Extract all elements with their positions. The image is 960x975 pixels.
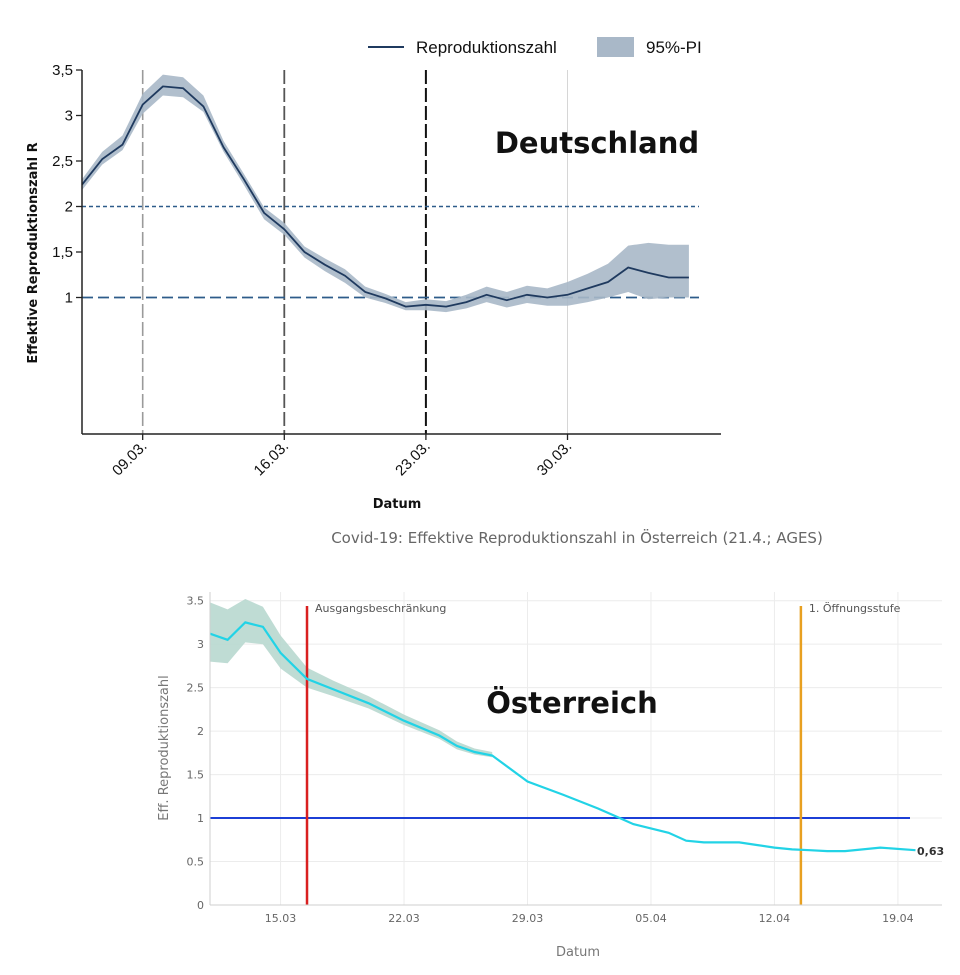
austria-x-tick-label: 29.03: [512, 912, 544, 925]
austria-panel-title: Österreich: [486, 686, 658, 720]
germany-y-tick-label: 1,5: [52, 244, 73, 261]
austria-x-tick-label: 19.04: [882, 912, 914, 925]
austria-end-value-label: 0,63: [917, 845, 944, 858]
germany-y-tick-label: 1: [65, 290, 73, 307]
germany-y-tick-label: 3: [65, 108, 73, 125]
austria-y-tick-label: 1: [197, 812, 204, 825]
austria-x-axis-label: Datum: [556, 945, 600, 960]
germany-x-tick-label: 16.03.: [251, 438, 293, 480]
austria-tick-labels: 0 0.5 1 1.5 2 2.5 3 3.5 15.03 22.03 29.03 05.04 12.0…: [187, 595, 945, 925]
austria-x-tick-label: 15.03: [265, 912, 297, 925]
germany-axes: [76, 69, 721, 440]
germany-x-tick-label: 23.03.: [392, 438, 434, 480]
austria-y-tick-label: 2: [197, 725, 204, 738]
germany-grid: [82, 70, 699, 434]
germany-chart: 1 1,5 2 2,5 3 3,5 09.03. 16.03. 23.03. 30.03. Deu…: [26, 37, 721, 512]
austria-confidence-band: [210, 599, 493, 758]
germany-x-axis-label: Datum: [373, 497, 422, 512]
germany-x-tick-label: 30.03.: [534, 438, 576, 480]
germany-legend: Reproduktionszahl 95%-PI: [368, 37, 702, 57]
austria-x-tick-label: 22.03: [388, 912, 420, 925]
austria-y-tick-label: 3.5: [187, 595, 205, 608]
germany-y-tick-label: 2: [65, 199, 73, 216]
austria-interval-band: [210, 599, 493, 758]
austria-series: [209, 606, 916, 905]
germany-x-tick-label: 09.03.: [109, 438, 151, 480]
germany-reproduction-line: [81, 85, 689, 308]
germany-interval-band: [82, 74, 689, 313]
germany-y-axis-label: Effektive Reproduktionszahl R: [26, 142, 41, 363]
legend-band-swatch: [597, 37, 634, 57]
legend-line-label: Reproduktionszahl: [416, 38, 557, 57]
austria-y-tick-label: 2.5: [187, 682, 205, 695]
austria-y-axis-label: Eff. Reproduktionszahl: [157, 675, 172, 820]
germany-y-tick-label: 2,5: [52, 153, 73, 170]
austria-axes: [209, 592, 942, 906]
austria-reproduction-line: [209, 621, 916, 853]
austria-opening-annotation: 1. Öffnungsstufe: [809, 602, 901, 615]
austria-y-tick-label: 0.5: [187, 856, 205, 869]
germany-95pi-band: [82, 74, 689, 313]
germany-y-tick-label: 3,5: [52, 62, 73, 79]
austria-chart-title: Covid-19: Effektive Reproduktionszahl in…: [331, 528, 823, 547]
austria-chart: 0 0.5 1 1.5 2 2.5 3 3.5 15.03 22.03 29.03 05.04 12.0…: [157, 592, 944, 960]
legend-band-label: 95%-PI: [646, 38, 702, 57]
austria-x-tick-label: 05.04: [635, 912, 667, 925]
austria-x-tick-label: 12.04: [759, 912, 791, 925]
austria-y-tick-label: 0: [197, 899, 204, 912]
austria-lockdown-annotation: Ausgangsbeschränkung: [315, 602, 446, 615]
germany-series: [81, 85, 689, 308]
austria-grid: [210, 592, 942, 905]
austria-y-tick-label: 3: [197, 638, 204, 651]
germany-panel-title: Deutschland: [495, 126, 699, 160]
austria-y-tick-label: 1.5: [187, 769, 205, 782]
